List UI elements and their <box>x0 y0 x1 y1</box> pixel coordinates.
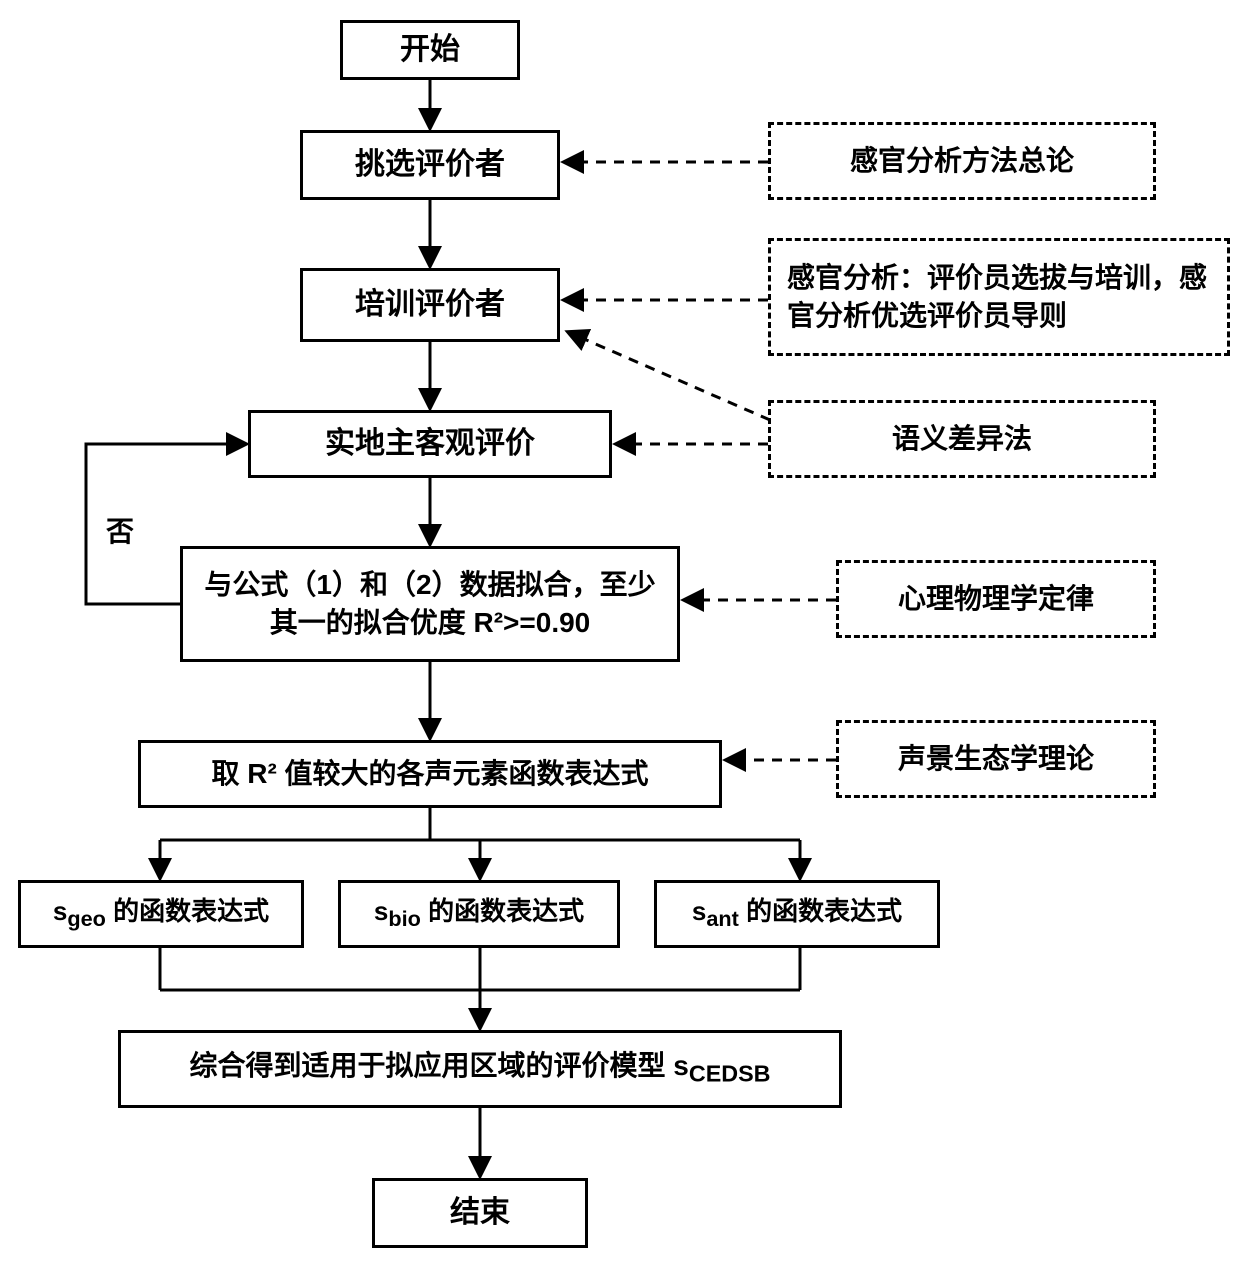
node-sbio: sbio 的函数表达式 <box>338 880 620 948</box>
node-fit: 与公式（1）和（2）数据拟合，至少其一的拟合优度 R²>=0.90 <box>180 546 680 662</box>
note-n5-label: 声景生态学理论 <box>898 740 1094 778</box>
node-start: 开始 <box>340 20 520 80</box>
node-select-label: 挑选评价者 <box>355 145 505 186</box>
note-n2-label: 感官分析：评价员选拔与培训，感官分析优选评价员导则 <box>787 259 1211 335</box>
note-n3: 语义差异法 <box>768 400 1156 478</box>
note-n4-label: 心理物理学定律 <box>898 580 1094 618</box>
note-n5: 声景生态学理论 <box>836 720 1156 798</box>
flowchart-canvas: 开始 挑选评价者 培训评价者 实地主客观评价 与公式（1）和（2）数据拟合，至少… <box>0 0 1240 1278</box>
note-n2: 感官分析：评价员选拔与培训，感官分析优选评价员导则 <box>768 238 1230 356</box>
node-sbio-label: sbio 的函数表达式 <box>374 894 584 933</box>
node-model-label: 综合得到适用于拟应用区域的评价模型 sCEDSB <box>189 1047 770 1090</box>
note-n1: 感官分析方法总论 <box>768 122 1156 200</box>
node-sant: sant 的函数表达式 <box>654 880 940 948</box>
node-fit-label: 与公式（1）和（2）数据拟合，至少其一的拟合优度 R²>=0.90 <box>199 566 661 642</box>
node-start-label: 开始 <box>400 30 460 71</box>
note-n4: 心理物理学定律 <box>836 560 1156 638</box>
node-train-label: 培训评价者 <box>355 285 505 326</box>
node-end: 结束 <box>372 1178 588 1248</box>
node-pick: 取 R² 值较大的各声元素函数表达式 <box>138 740 722 808</box>
node-pick-label: 取 R² 值较大的各声元素函数表达式 <box>211 755 648 793</box>
node-sgeo-label: sgeo 的函数表达式 <box>53 894 269 933</box>
node-evaluate-label: 实地主客观评价 <box>325 424 535 465</box>
note-n3-label: 语义差异法 <box>892 420 1032 458</box>
node-end-label: 结束 <box>450 1193 510 1234</box>
node-select: 挑选评价者 <box>300 130 560 200</box>
node-evaluate: 实地主客观评价 <box>248 410 612 478</box>
node-model: 综合得到适用于拟应用区域的评价模型 sCEDSB <box>118 1030 842 1108</box>
node-sant-label: sant 的函数表达式 <box>692 894 902 933</box>
node-sgeo: sgeo 的函数表达式 <box>18 880 304 948</box>
note-n1-label: 感官分析方法总论 <box>850 142 1074 180</box>
node-train: 培训评价者 <box>300 268 560 342</box>
edge-label-no: 否 <box>106 510 134 550</box>
